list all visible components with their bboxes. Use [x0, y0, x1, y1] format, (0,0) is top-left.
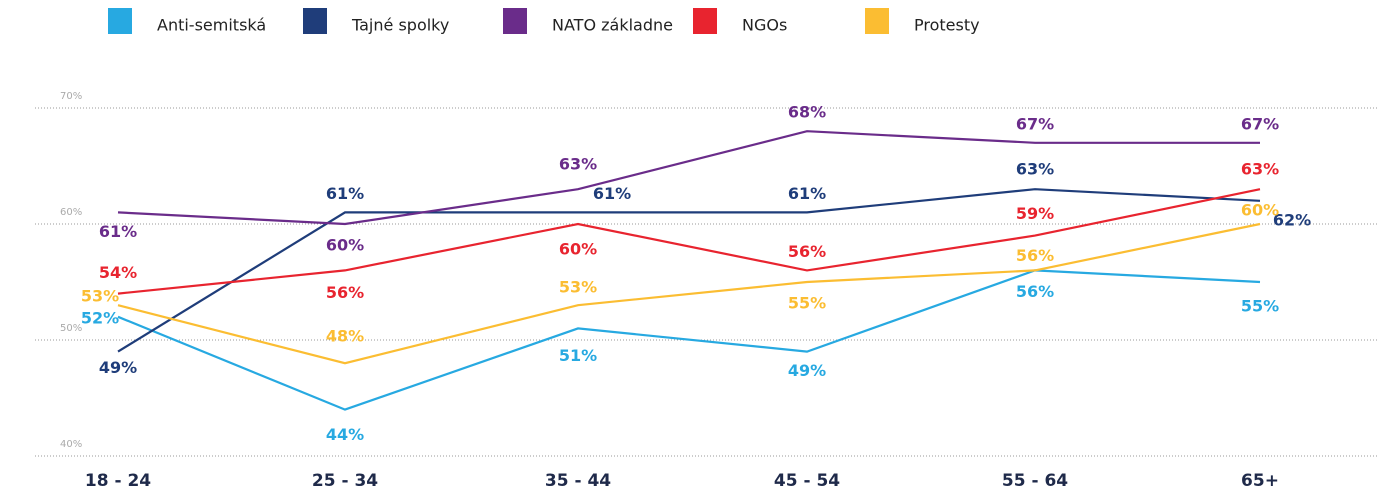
data-label: 61%	[326, 184, 364, 203]
series-line	[117, 188, 1261, 353]
x-tick-label: 65+	[1241, 471, 1279, 490]
data-label: 61%	[593, 184, 631, 203]
data-label: 62%	[1273, 210, 1311, 229]
legend-swatch	[693, 8, 717, 34]
y-tick-label: 70%	[60, 91, 82, 102]
y-tick-label: 60%	[60, 207, 82, 218]
data-label: 52%	[81, 308, 119, 327]
data-label: 55%	[788, 294, 826, 313]
x-tick-label: 35 - 44	[545, 471, 611, 490]
data-label: 56%	[1016, 246, 1054, 265]
data-label: 56%	[788, 242, 826, 261]
data-label: 61%	[788, 184, 826, 203]
data-label: 60%	[326, 236, 364, 255]
data-label: 49%	[99, 358, 137, 377]
data-label: 68%	[788, 103, 826, 122]
data-label: 63%	[1016, 160, 1054, 179]
x-tick-label: 18 - 24	[85, 471, 151, 490]
legend-label: Protesty	[914, 16, 980, 35]
x-tick-label: 45 - 54	[774, 471, 840, 490]
data-label: 56%	[326, 283, 364, 302]
legend-label: Anti-semitská	[157, 16, 266, 35]
data-label: 59%	[1016, 204, 1054, 223]
data-label: 63%	[559, 155, 597, 174]
data-label: 51%	[559, 346, 597, 365]
legend-swatch	[303, 8, 327, 34]
data-label: 44%	[326, 425, 364, 444]
data-label: 63%	[1241, 160, 1279, 179]
data-label: 48%	[326, 327, 364, 346]
legend-label: Tajné spolky	[351, 16, 449, 35]
y-tick-label: 50%	[60, 323, 82, 334]
series-line	[117, 269, 1261, 411]
data-label: 61%	[99, 222, 137, 241]
series-line	[117, 222, 1261, 365]
data-label: 56%	[1016, 282, 1054, 301]
y-tick-label: 40%	[60, 439, 82, 450]
data-label: 60%	[559, 240, 597, 259]
data-label: 54%	[99, 263, 137, 282]
data-label: 67%	[1016, 114, 1054, 133]
x-tick-label: 25 - 34	[312, 471, 378, 490]
x-tick-label: 55 - 64	[1002, 471, 1068, 490]
data-label: 67%	[1241, 114, 1279, 133]
legend-label: NGOs	[742, 16, 787, 35]
data-label: 53%	[81, 287, 119, 306]
data-label: 53%	[559, 278, 597, 297]
data-label: 55%	[1241, 297, 1279, 316]
legend-swatch	[108, 8, 132, 34]
series-line	[117, 130, 1260, 226]
legend-swatch	[503, 8, 527, 34]
data-label: 49%	[788, 361, 826, 380]
series-line	[117, 188, 1261, 295]
data-label: 60%	[1241, 201, 1279, 220]
legend-label: NATO základne	[552, 16, 673, 35]
legend-swatch	[865, 8, 889, 34]
